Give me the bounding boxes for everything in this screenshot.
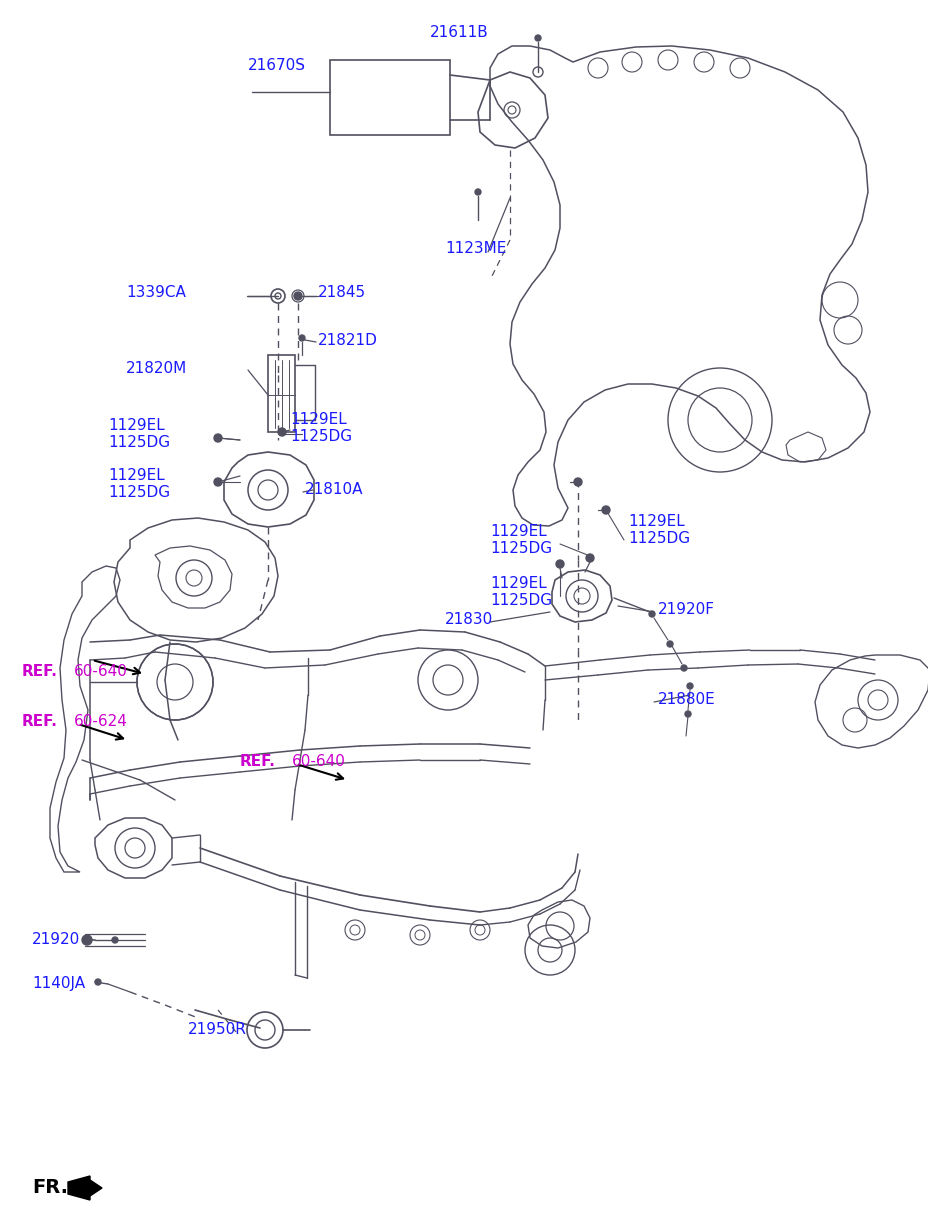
Text: 21950R: 21950R [187, 1023, 247, 1037]
Text: 60-640: 60-640 [291, 754, 345, 770]
Text: 21810A: 21810A [304, 483, 363, 498]
Text: 21820M: 21820M [126, 361, 187, 376]
Circle shape [299, 335, 304, 341]
Circle shape [213, 478, 222, 485]
Text: 60-624: 60-624 [74, 715, 128, 729]
Text: 1129EL
1125DG: 1129EL 1125DG [489, 524, 551, 556]
Text: 21830: 21830 [445, 612, 493, 627]
Text: 1339CA: 1339CA [126, 285, 186, 299]
Text: 1129EL
1125DG: 1129EL 1125DG [108, 418, 170, 450]
Circle shape [687, 683, 692, 689]
Circle shape [277, 428, 286, 436]
Circle shape [95, 979, 101, 986]
Circle shape [293, 292, 302, 301]
Text: 1129EL
1125DG: 1129EL 1125DG [290, 411, 352, 445]
Text: REF.: REF. [239, 754, 276, 770]
Text: FR.: FR. [32, 1179, 68, 1198]
Text: 21821D: 21821D [317, 333, 378, 347]
Circle shape [555, 561, 563, 568]
Text: REF.: REF. [22, 715, 58, 729]
Circle shape [684, 711, 690, 717]
Circle shape [601, 506, 610, 514]
Text: 1140JA: 1140JA [32, 977, 85, 992]
Text: 21611B: 21611B [430, 25, 488, 39]
Text: 1129EL
1125DG: 1129EL 1125DG [108, 468, 170, 500]
Text: REF.: REF. [22, 664, 58, 680]
Text: 21670S: 21670S [248, 58, 305, 73]
Circle shape [112, 938, 118, 942]
Text: 21880E: 21880E [657, 692, 715, 707]
Text: 1129EL
1125DG: 1129EL 1125DG [489, 575, 551, 609]
Circle shape [82, 935, 92, 945]
Text: 21920: 21920 [32, 933, 80, 947]
Circle shape [474, 188, 481, 195]
Polygon shape [68, 1177, 102, 1200]
Circle shape [574, 478, 581, 485]
Bar [329, 60, 449, 136]
Text: 60-640: 60-640 [74, 664, 128, 680]
Circle shape [533, 67, 542, 78]
Circle shape [680, 665, 687, 671]
Text: 1123ME: 1123ME [445, 240, 506, 255]
Circle shape [666, 641, 672, 647]
Text: 21920F: 21920F [657, 602, 715, 617]
Circle shape [535, 34, 540, 41]
Text: 21845: 21845 [317, 285, 366, 299]
Circle shape [586, 554, 593, 562]
Circle shape [213, 434, 222, 442]
Circle shape [649, 611, 654, 617]
Text: 1129EL
1125DG: 1129EL 1125DG [627, 514, 690, 546]
